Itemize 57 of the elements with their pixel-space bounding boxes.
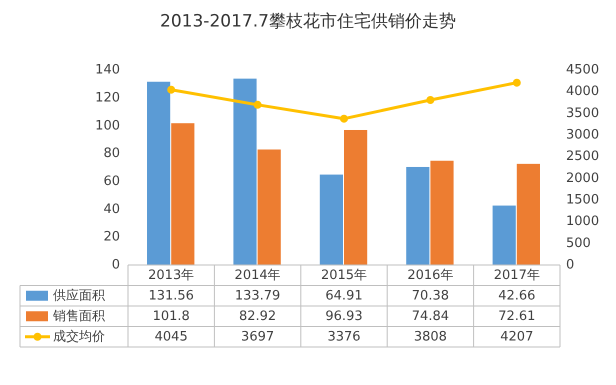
bar: [233, 78, 257, 265]
data-label: 74.84: [412, 308, 450, 324]
bar: [430, 160, 454, 265]
data-label: 4207: [500, 329, 534, 344]
data-label: 101.8: [152, 308, 190, 324]
x-tick-label: 2014年: [234, 268, 281, 283]
bar: [492, 206, 516, 265]
x-tick-label: 2017年: [494, 268, 540, 283]
y-tick-label: 20: [103, 230, 120, 245]
data-label: 72.61: [498, 308, 536, 324]
data-label: 70.38: [412, 288, 450, 304]
y2-tick-label: 1500: [566, 192, 600, 208]
x-tick-label: 2013年: [148, 268, 194, 283]
point: [340, 114, 348, 123]
x-tick-label: 2016年: [407, 268, 454, 283]
data-label: 133.79: [234, 288, 280, 304]
y2-tick-label: 3500: [566, 106, 600, 121]
y2-tick-label: 4500: [566, 62, 600, 78]
data-label: 3376: [327, 329, 361, 344]
y-tick-label: 40: [103, 202, 120, 217]
bar: [147, 82, 170, 265]
data-label: 96.93: [325, 308, 363, 324]
bar: [171, 123, 194, 265]
bar: [320, 174, 343, 265]
y-tick-label: 140: [95, 62, 120, 78]
point: [512, 78, 521, 87]
y2-tick-label: 4000: [566, 84, 600, 100]
point: [254, 100, 262, 109]
y2-tick-label: 3000: [566, 128, 600, 143]
y-tick-label: 0: [112, 258, 120, 273]
y-tick-label: 100: [95, 118, 120, 134]
bar: [258, 150, 281, 265]
y2-tick-label: 0: [566, 258, 574, 273]
bar: [516, 164, 540, 265]
y2-tick-label: 2500: [566, 149, 600, 164]
bar: [406, 166, 430, 265]
y2-tick-label: 500: [566, 236, 591, 251]
data-label: 82.92: [238, 308, 276, 324]
y-tick-label: 80: [103, 146, 120, 162]
x-tick-label: 2015年: [320, 268, 368, 283]
data-label: 4045: [154, 329, 188, 344]
point: [167, 86, 176, 94]
data-label: 64.91: [325, 288, 363, 304]
chart-title: 2013-2017.7攀枝花市住宅供销价走势: [160, 12, 456, 32]
point: [426, 96, 434, 104]
data-label: 131.56: [148, 288, 194, 304]
data-label: 3697: [241, 329, 274, 344]
y-tick-label: 120: [95, 90, 120, 106]
y2-tick-label: 2000: [566, 170, 600, 186]
y-tick-label: 60: [103, 174, 120, 189]
legend-label: 供应面积: [53, 287, 105, 304]
data-label: 42.66: [498, 288, 536, 304]
legend-label: 成交均价: [53, 328, 105, 344]
legend-label: 销售面积: [52, 308, 105, 324]
y2-tick-label: 1000: [566, 214, 600, 230]
data-label: 3808: [414, 329, 447, 344]
bar: [344, 130, 368, 265]
